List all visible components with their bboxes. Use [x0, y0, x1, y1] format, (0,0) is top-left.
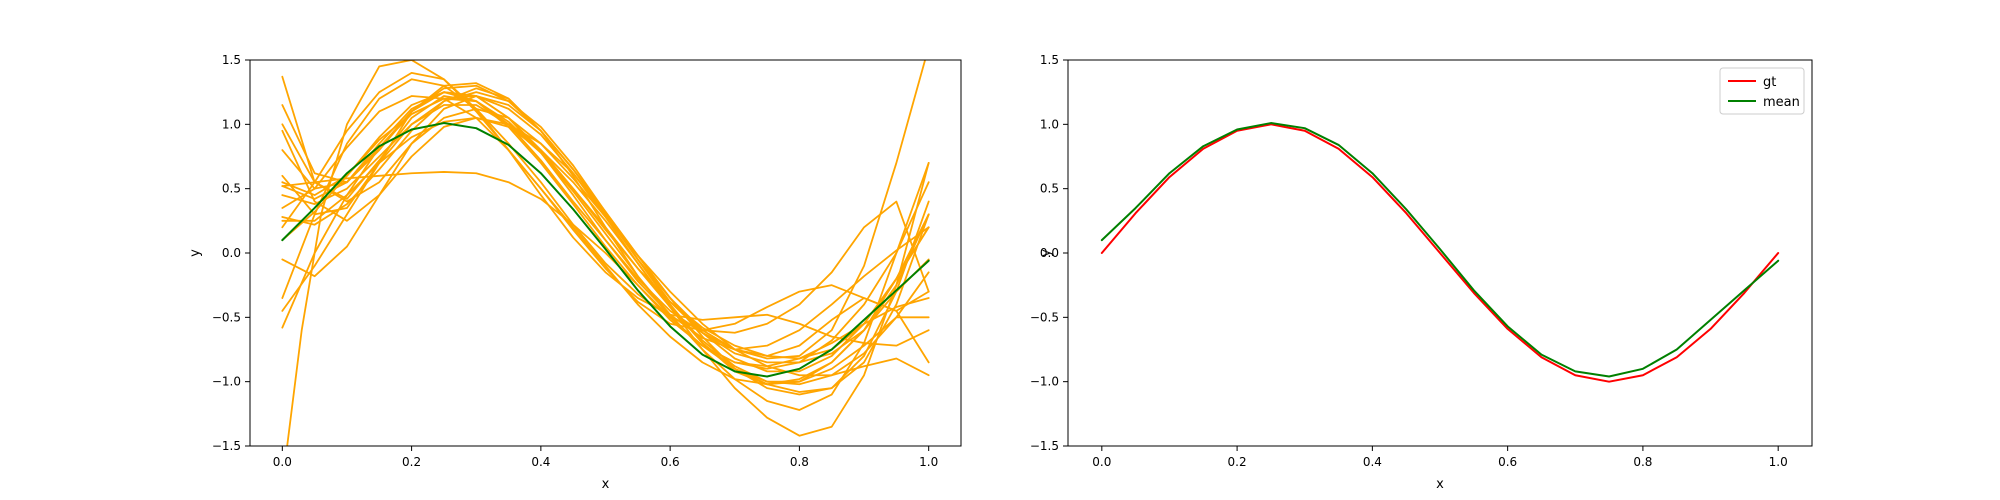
y-tick-label: −1.5	[212, 439, 241, 453]
sample-line-20	[281, 91, 930, 370]
y-tick-label: −1.0	[212, 375, 241, 389]
y-tick-label: 0.0	[222, 246, 241, 260]
y-tick-label: 0.5	[222, 182, 241, 196]
y-tick-label: −1.5	[1030, 439, 1059, 453]
sample-line-14	[281, 71, 930, 347]
x-tick-label: 0.2	[1228, 455, 1247, 469]
y-tick-label: 1.0	[222, 117, 241, 131]
x-tick-label: 0.6	[661, 455, 680, 469]
series-line-gt	[1100, 123, 1780, 383]
x-axis-label: x	[602, 477, 610, 492]
x-axis-label: x	[1436, 477, 1444, 492]
x-tick-label: 0.0	[1092, 455, 1111, 469]
x-tick-label: 0.4	[1363, 455, 1382, 469]
samples-plot: 0.0 0.2 0.4 0.6 0.8 1.0 −1.5 −1.0 −0.5 0.0 0.5 1.0 1…	[188, 53, 962, 492]
x-tick-label: 0.8	[1633, 455, 1652, 469]
comparison-plot: 0.0 0.2 0.4 0.6 0.8 1.0 −1.5 −1.0 −0.5 0.0 0.5 1.0 1…	[1030, 53, 1813, 492]
tick-layer: 0.0 0.2 0.4 0.6 0.8 1.0 −1.5 −1.0 −0.5 0.0 0.5 1.0 1…	[212, 53, 938, 469]
sample-line-15	[281, 78, 930, 334]
y-axis-label: y	[1039, 249, 1054, 257]
y-tick-label: −1.0	[1030, 375, 1059, 389]
x-tick-label: 1.0	[919, 455, 938, 469]
x-tick-label: 0.6	[1498, 455, 1517, 469]
sample-line-18	[281, 95, 930, 383]
sample-line-21	[281, 122, 930, 378]
series-layer	[281, 60, 930, 446]
legend-label-gt: gt	[1763, 75, 1776, 90]
x-tick-label: 0.8	[790, 455, 809, 469]
y-axis-label: y	[188, 249, 203, 257]
y-tick-label: −0.5	[1030, 310, 1059, 324]
sample-line-6	[281, 95, 930, 332]
x-tick-label: 0.4	[531, 455, 550, 469]
series-line-mean	[1100, 122, 1780, 378]
x-tick-label: 1.0	[1769, 455, 1788, 469]
y-tick-label: 1.5	[222, 53, 241, 67]
legend: gt mean	[1719, 67, 1805, 115]
sample-line-12	[281, 117, 930, 437]
y-tick-label: 0.5	[1040, 182, 1059, 196]
y-tick-label: 0.0	[1040, 246, 1059, 260]
sample-line-11	[281, 171, 930, 393]
legend-label-mean: mean	[1763, 95, 1800, 110]
y-tick-label: 1.0	[1040, 117, 1059, 131]
sample-line-13	[286, 60, 930, 446]
x-tick-label: 0.0	[273, 455, 292, 469]
y-tick-label: −0.5	[212, 310, 241, 324]
legend-box	[1719, 67, 1805, 115]
tick-layer: 0.0 0.2 0.4 0.6 0.8 1.0 −1.5 −1.0 −0.5 0.0 0.5 1.0 1…	[1030, 53, 1788, 469]
x-tick-label: 0.2	[402, 455, 421, 469]
y-tick-label: 1.5	[1040, 53, 1059, 67]
series-layer	[1100, 122, 1780, 383]
